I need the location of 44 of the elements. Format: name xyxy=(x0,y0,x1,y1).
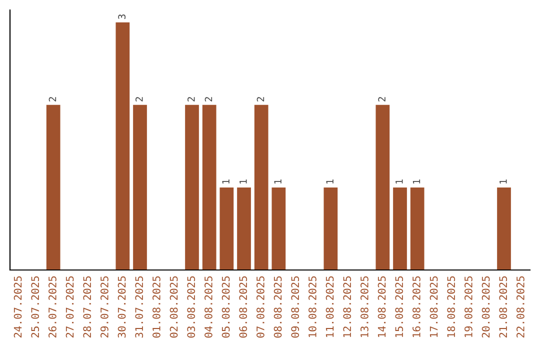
data-label: 2 xyxy=(256,97,264,102)
data-label: 2 xyxy=(378,97,386,102)
x-tick-label: 16.08.2025 xyxy=(412,276,420,338)
x-tick-label: 13.08.2025 xyxy=(360,276,368,338)
x-tick-label: 15.08.2025 xyxy=(395,276,404,338)
x-tick-label: 03.08.2025 xyxy=(187,276,196,338)
x-tick-label: 22.08.2025 xyxy=(516,276,524,338)
x-tick-label: 01.08.2025 xyxy=(152,276,160,338)
x-tick-label: 21.08.2025 xyxy=(499,276,508,338)
data-label: 2 xyxy=(187,97,195,102)
x-tick-label: 24.07.2025 xyxy=(14,276,22,338)
data-label: 3 xyxy=(118,14,126,19)
x-tick-label: 12.08.2025 xyxy=(343,276,352,338)
x-tick-label: 17.08.2025 xyxy=(430,276,438,338)
x-tick-label: 04.08.2025 xyxy=(204,276,212,338)
x-tick-label: 18.08.2025 xyxy=(447,276,456,338)
x-tick-label: 26.07.2025 xyxy=(48,276,56,338)
data-label: 1 xyxy=(396,179,403,184)
x-tick-label: 19.08.2025 xyxy=(464,276,472,338)
data-label: 1 xyxy=(274,179,282,184)
data-label: 2 xyxy=(135,97,143,102)
data-label: 2 xyxy=(48,97,56,102)
x-tick-label: 08.08.2025 xyxy=(274,276,282,338)
x-tick-label: 30.07.2025 xyxy=(118,276,126,338)
x-tick-label: 25.07.2025 xyxy=(31,276,40,338)
data-label: 1 xyxy=(500,179,507,184)
x-tick-label: 06.08.2025 xyxy=(239,276,248,338)
data-label: 1 xyxy=(240,179,247,184)
x-tick-label: 10.08.2025 xyxy=(308,276,316,338)
x-tick-label: 29.07.2025 xyxy=(100,276,108,338)
x-tick-label: 20.08.2025 xyxy=(482,276,490,338)
x-tick-label: 28.07.2025 xyxy=(83,276,92,338)
x-tick-label: 11.08.2025 xyxy=(326,276,334,338)
data-label: 2 xyxy=(204,97,212,102)
x-tick-label: 14.08.2025 xyxy=(378,276,386,338)
data-label: 1 xyxy=(412,179,420,184)
x-tick-label: 31.07.2025 xyxy=(135,276,144,338)
x-tick-label: 09.08.2025 xyxy=(291,276,300,338)
data-label: 1 xyxy=(222,179,230,184)
x-tick-label: 07.08.2025 xyxy=(256,276,264,338)
x-tick-label: 05.08.2025 xyxy=(222,276,230,338)
x-tick-label: 02.08.2025 xyxy=(170,276,178,338)
data-label: 1 xyxy=(326,179,334,184)
x-tick-label: 27.07.2025 xyxy=(66,276,74,338)
